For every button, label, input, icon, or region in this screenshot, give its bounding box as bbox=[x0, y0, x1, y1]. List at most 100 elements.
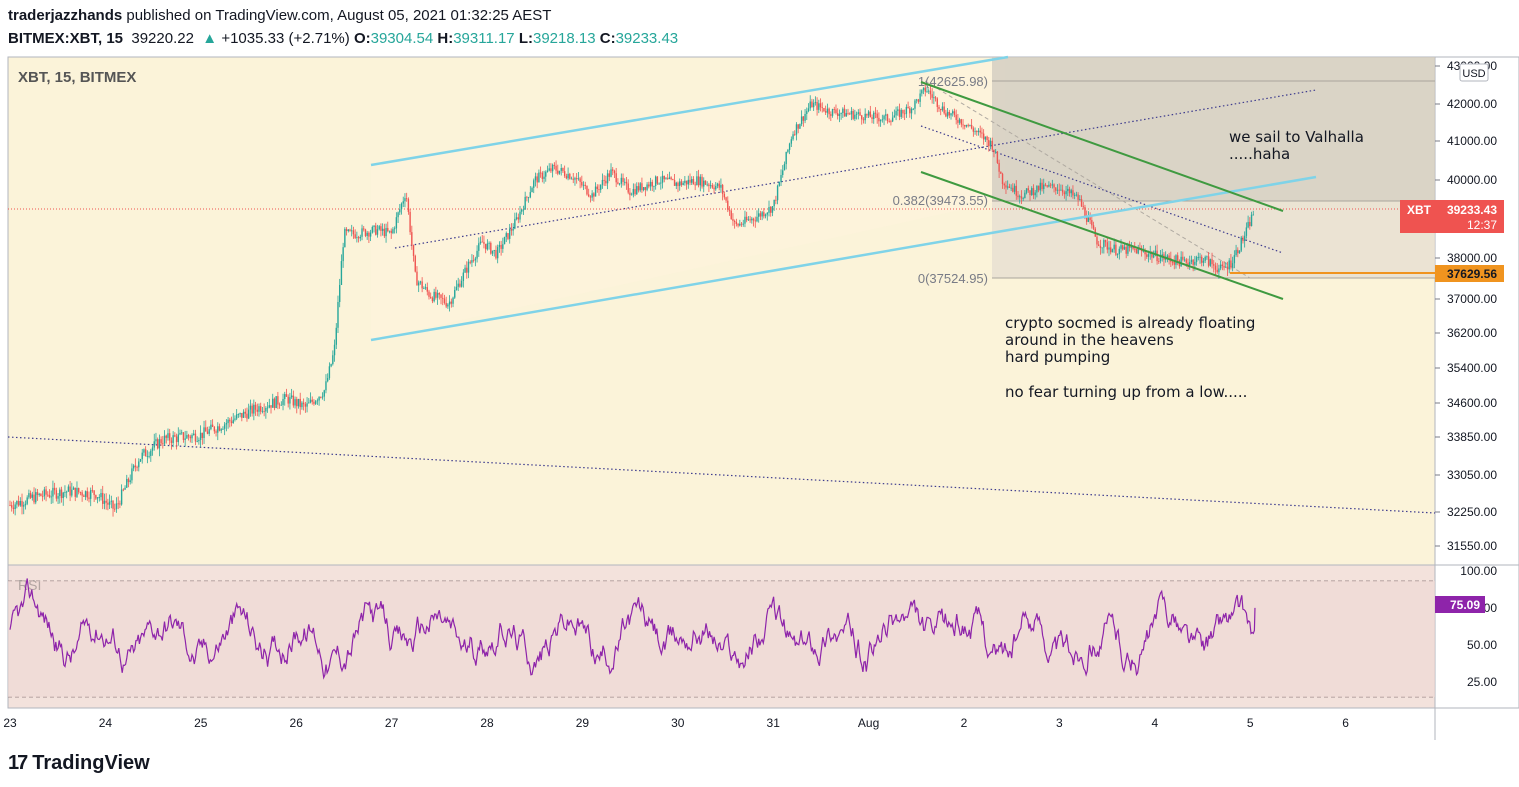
level-badge-value: 37629.56 bbox=[1447, 267, 1497, 281]
candle-body bbox=[716, 183, 719, 186]
currency-button[interactable] bbox=[1459, 63, 1489, 82]
candle-body bbox=[1104, 240, 1107, 243]
candle-body bbox=[713, 187, 715, 190]
candle-body bbox=[457, 283, 459, 287]
candle-body bbox=[1056, 189, 1059, 191]
candle-body bbox=[1106, 242, 1108, 250]
candle-body bbox=[618, 183, 621, 185]
candle-body bbox=[757, 213, 760, 217]
candle-body bbox=[218, 426, 221, 431]
time-tick-label: 25 bbox=[194, 716, 208, 730]
candle-body bbox=[141, 452, 143, 460]
candle-body bbox=[244, 411, 246, 414]
candle-body bbox=[1015, 185, 1017, 196]
candle-body bbox=[98, 497, 100, 498]
candle-body bbox=[660, 182, 662, 184]
candle-body bbox=[720, 184, 722, 188]
candle-body bbox=[986, 136, 988, 141]
candle-body bbox=[1168, 255, 1170, 259]
price-tick-label: 33050.00 bbox=[1447, 468, 1497, 482]
candle-body bbox=[725, 197, 727, 201]
time-axis[interactable]: 23 24 25 26 27 28 29 30 31 Aug 2 3 4 5 6 bbox=[3, 716, 1349, 730]
green-channel-upper[interactable] bbox=[920, 81, 1284, 212]
fib-upper-zone[interactable] bbox=[992, 57, 1435, 201]
candle-body bbox=[352, 230, 355, 235]
candle-body bbox=[879, 119, 882, 122]
candle-body bbox=[306, 403, 308, 407]
tradingview-logo[interactable]: 17 TradingView bbox=[8, 752, 150, 775]
candle-body bbox=[782, 170, 784, 175]
candle-body bbox=[824, 111, 827, 113]
candle-body bbox=[466, 267, 468, 273]
candle-body bbox=[95, 495, 97, 499]
candle-body bbox=[1048, 184, 1050, 187]
candle-body bbox=[653, 186, 655, 187]
candle-body bbox=[982, 133, 985, 140]
candle-body bbox=[629, 192, 631, 196]
candle-body bbox=[100, 492, 102, 498]
candle-body bbox=[290, 395, 293, 398]
symbol-label: BITMEX:XBT, 15 bbox=[8, 30, 124, 47]
candle-body bbox=[1173, 261, 1175, 265]
price-axis[interactable]: 43000.0042000.0041000.0040000.0039000.00… bbox=[1435, 59, 1497, 553]
candle-body bbox=[897, 109, 899, 111]
candle-body bbox=[1171, 261, 1174, 263]
candle-body bbox=[689, 179, 691, 183]
candle-body bbox=[630, 194, 633, 196]
candle-body bbox=[548, 168, 550, 171]
candle-body bbox=[941, 106, 944, 111]
candle-body bbox=[119, 503, 121, 505]
candle-body bbox=[733, 220, 736, 222]
candle-body bbox=[526, 196, 528, 198]
author-name[interactable]: traderjazzhands bbox=[8, 7, 123, 24]
candle-body bbox=[203, 427, 205, 438]
candle-body bbox=[718, 183, 720, 188]
candle-body bbox=[9, 505, 11, 506]
candle-body bbox=[703, 180, 705, 187]
channel-lower-line[interactable] bbox=[370, 175, 1317, 342]
candle-body bbox=[770, 207, 772, 213]
candle-body bbox=[988, 140, 990, 147]
candle-body bbox=[605, 180, 607, 184]
time-tick-label: 27 bbox=[385, 716, 399, 730]
candle-body bbox=[1099, 245, 1102, 248]
candle-body bbox=[620, 177, 623, 184]
candle-body bbox=[1113, 244, 1115, 250]
candle-body bbox=[150, 450, 152, 456]
candle-body bbox=[148, 455, 150, 457]
candle-body bbox=[86, 491, 88, 498]
candle-body bbox=[1084, 207, 1086, 217]
rsi-line[interactable] bbox=[9, 578, 1256, 680]
candle-body bbox=[778, 182, 781, 186]
green-channel-lower[interactable] bbox=[920, 171, 1284, 300]
candle-body bbox=[378, 226, 380, 230]
candle-body bbox=[1075, 194, 1078, 196]
candle-body bbox=[177, 434, 179, 443]
candle-body bbox=[205, 427, 207, 432]
candle-body bbox=[902, 109, 904, 114]
candle-body bbox=[905, 106, 908, 114]
candle-body bbox=[891, 117, 894, 122]
candle-body bbox=[723, 194, 726, 198]
candle-body bbox=[836, 113, 839, 116]
candle-body bbox=[260, 406, 262, 412]
candle-body bbox=[969, 125, 971, 126]
candle-body bbox=[928, 90, 930, 92]
channel-upper-line[interactable] bbox=[370, 55, 1009, 167]
time-tick-label: 29 bbox=[576, 716, 590, 730]
candle-body bbox=[1108, 247, 1110, 250]
candle-body bbox=[174, 435, 176, 437]
candle-body bbox=[680, 181, 683, 185]
low-value: 39218.13 bbox=[532, 30, 596, 47]
candle-body bbox=[156, 439, 159, 449]
candle-body bbox=[138, 461, 140, 468]
badge-symbol: XBT bbox=[1407, 203, 1432, 217]
candlestick-series[interactable] bbox=[9, 82, 1254, 517]
candle-body bbox=[1067, 188, 1069, 192]
channel-fill bbox=[371, 57, 1005, 340]
candle-body bbox=[775, 199, 777, 201]
candle-body bbox=[184, 438, 186, 440]
candle-body bbox=[862, 119, 865, 121]
